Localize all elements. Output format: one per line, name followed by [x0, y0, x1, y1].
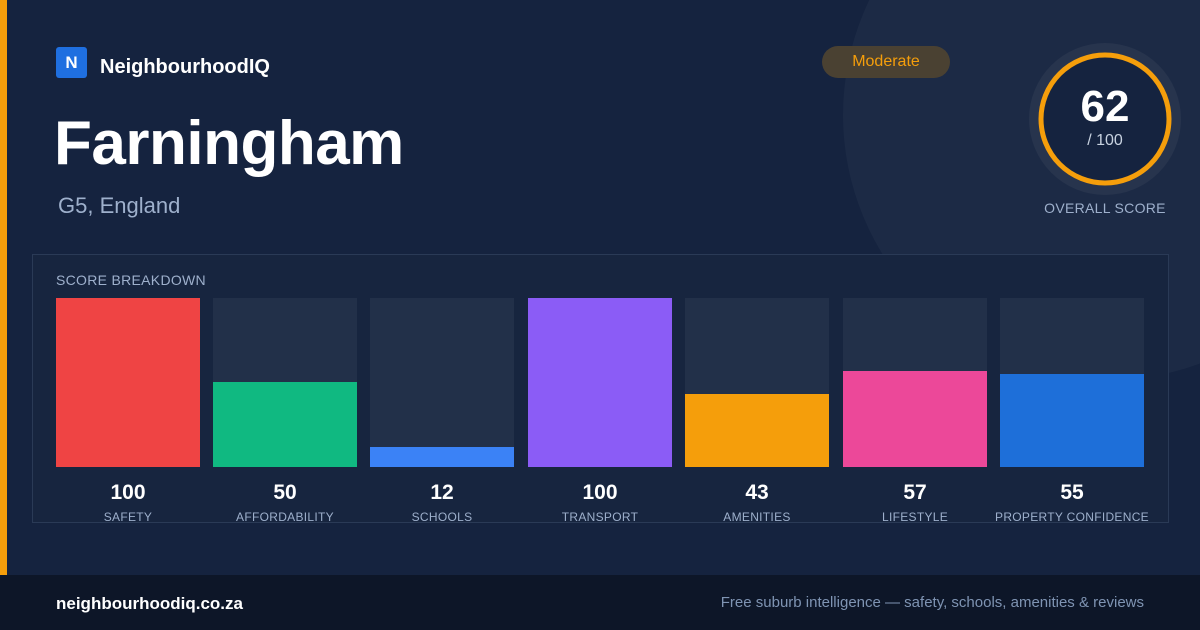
bar-value: 43: [745, 481, 769, 504]
score-bar-property-confidence: 55 PROPERTY CONFIDENCE: [995, 298, 1149, 524]
overall-score-value: 62: [1080, 82, 1130, 131]
bar-fill: [370, 447, 514, 467]
brand-logo-icon: N: [56, 47, 87, 78]
rating-badge: Moderate: [822, 46, 950, 78]
bar-fill: [528, 298, 672, 467]
bar-value: 57: [903, 481, 927, 504]
score-bar-safety: 100 SAFETY: [56, 298, 200, 524]
gauge-ring: [1038, 52, 1172, 186]
score-bar-amenities: 43 AMENITIES: [685, 298, 829, 524]
bar-value: 50: [273, 481, 297, 504]
bar-value: 55: [1060, 481, 1084, 504]
overall-score-gauge: [1029, 43, 1181, 195]
location-region: G5, England: [58, 193, 181, 218]
bar-track: [843, 298, 987, 467]
brand-name: NeighbourhoodIQ: [100, 56, 270, 78]
overall-score-max: / 100: [1087, 132, 1123, 149]
bar-label: SCHOOLS: [411, 510, 473, 524]
bar-track: [370, 298, 514, 467]
bar-label: TRANSPORT: [561, 510, 639, 524]
bar-fill: [685, 394, 829, 467]
bar-track: [1000, 298, 1144, 467]
bar-value: 12: [430, 481, 454, 504]
bar-track: [685, 298, 829, 467]
bar-value: 100: [110, 481, 146, 504]
bar-label: AMENITIES: [723, 510, 791, 524]
overall-score-label: OVERALL SCORE: [1044, 200, 1166, 216]
score-bar-affordability: 50 AFFORDABILITY: [213, 298, 357, 524]
bar-label: LIFESTYLE: [881, 510, 949, 524]
gauge-inner: [1043, 57, 1167, 181]
bar-track: [56, 298, 200, 467]
bar-track: [213, 298, 357, 467]
bar-value: 100: [582, 481, 618, 504]
score-bar-lifestyle: 57 LIFESTYLE: [843, 298, 987, 524]
score-breakdown-panel: SCORE BREAKDOWN 100 SAFETY 50 AFFORDABILITY…: [32, 254, 1169, 524]
bar-fill: [843, 371, 987, 467]
footer-url-link[interactable]: neighbourhoodiq.co.za: [56, 594, 243, 613]
bar-fill: [1000, 374, 1144, 467]
brand[interactable]: N NeighbourhoodIQ: [56, 46, 270, 79]
share-card: N NeighbourhoodIQ Farningham G5, England…: [0, 0, 1181, 575]
footer-tagline: Free suburb intelligence — safety, schoo…: [720, 594, 1144, 611]
score-bar-transport: 100 TRANSPORT: [528, 298, 672, 524]
bar-label: SAFETY: [103, 510, 153, 524]
bar-label: PROPERTY CONFIDENCE: [995, 510, 1149, 524]
bar-track: [528, 298, 672, 467]
location-title: Farningham: [54, 109, 404, 178]
bar-label: AFFORDABILITY: [236, 510, 334, 524]
breakdown-title: SCORE BREAKDOWN: [56, 272, 206, 288]
accent-bar: [0, 0, 7, 575]
footer: neighbourhoodiq.co.za Free suburb intell…: [0, 575, 1200, 630]
score-bar-schools: 12 SCHOOLS: [370, 298, 514, 524]
bar-fill: [56, 298, 200, 467]
bar-fill: [213, 382, 357, 467]
